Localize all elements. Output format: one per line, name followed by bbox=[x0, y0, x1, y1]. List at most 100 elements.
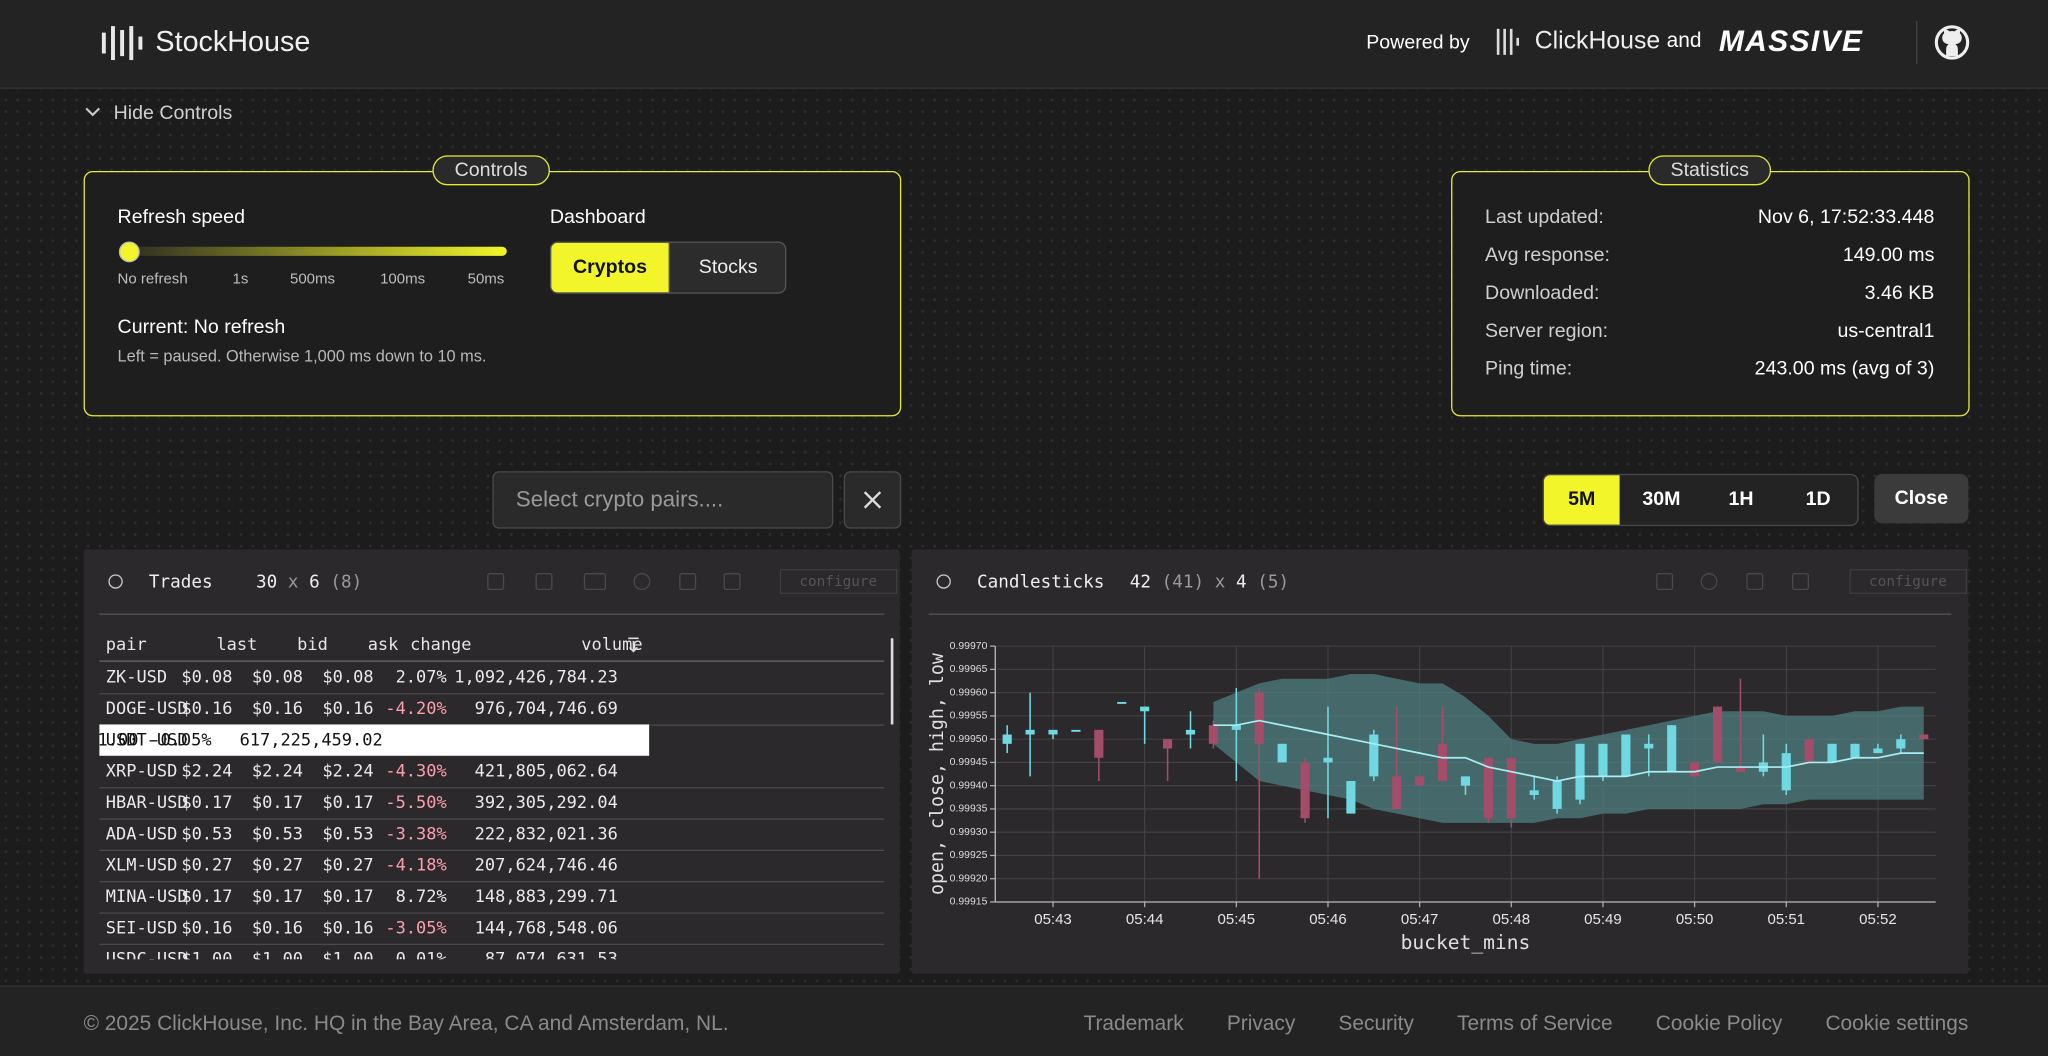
count: 42 bbox=[1129, 571, 1152, 593]
brand[interactable]: StockHouse bbox=[155, 24, 311, 58]
dashboard-option[interactable]: Cryptos bbox=[551, 242, 669, 293]
controls-title: Controls bbox=[432, 155, 550, 186]
candle-body bbox=[1483, 757, 1493, 819]
speed-mark: 1s bbox=[232, 271, 249, 288]
y-tick-label: 0.99930 bbox=[950, 827, 988, 838]
trade-cell: 207,624,746.46 bbox=[474, 856, 618, 876]
close-button[interactable]: Close bbox=[1874, 473, 1969, 524]
trade-cell: USDT-USD bbox=[105, 730, 188, 751]
footer-link[interactable]: Cookie settings bbox=[1825, 1012, 1969, 1036]
footer-link[interactable]: Cookie Policy bbox=[1655, 1012, 1783, 1036]
stat-label: Last updated: bbox=[1485, 206, 1604, 229]
trades-panel bbox=[83, 549, 900, 974]
trade-cell: $0.53 bbox=[251, 824, 304, 845]
candle-body bbox=[1094, 729, 1104, 758]
column-header: volume bbox=[581, 635, 643, 656]
toolbar-icon[interactable] bbox=[1700, 573, 1718, 591]
pair-select[interactable]: Select crypto pairs.... bbox=[492, 471, 834, 529]
toolbar-icon[interactable] bbox=[535, 573, 553, 591]
hide-controls[interactable]: Hide Controls bbox=[113, 101, 233, 125]
sort-icon[interactable] bbox=[627, 637, 640, 653]
x-tick-label: 05:48 bbox=[1493, 911, 1531, 928]
y-tick-label: 0.99965 bbox=[950, 664, 988, 675]
candle-body bbox=[1781, 753, 1791, 791]
candle-body bbox=[1277, 743, 1287, 763]
toolbar-icon[interactable] bbox=[583, 573, 607, 591]
trade-row: XLM-USD $0.27 $0.27 $0.27 -4.18% 207,624,746.… bbox=[99, 850, 884, 881]
candle-body bbox=[1048, 729, 1058, 735]
clear-button[interactable] bbox=[843, 471, 902, 529]
trade-cell: $0.08 bbox=[251, 668, 304, 688]
hint: Left = paused. Otherwise 1,000 ms down t… bbox=[117, 347, 487, 366]
candle-body bbox=[1712, 706, 1723, 763]
interval-button[interactable]: 5M bbox=[1543, 475, 1620, 525]
interval-button[interactable]: 1D bbox=[1805, 488, 1831, 511]
footer-link[interactable]: Trademark bbox=[1083, 1012, 1184, 1036]
candle-body bbox=[1667, 725, 1677, 772]
footer-links: Trademark Privacy Security Terms of Service… bbox=[1083, 1013, 1968, 1036]
trade-cell: -4.18% bbox=[385, 856, 447, 876]
y-tick-label: 0.99955 bbox=[950, 711, 988, 722]
trade-cell: MINA-USD bbox=[105, 887, 188, 908]
x-tick-label: 05:51 bbox=[1767, 911, 1805, 928]
x-tick-label: 05:50 bbox=[1676, 911, 1714, 928]
candle-body bbox=[1529, 790, 1539, 795]
clickhouse-logo[interactable]: ClickHouse bbox=[1534, 27, 1661, 55]
x-axis-label: bucket_mins bbox=[1401, 931, 1531, 954]
stat-value: 243.00 ms (avg of 3) bbox=[1754, 357, 1935, 380]
toolbar-icon[interactable] bbox=[679, 573, 697, 591]
footer bbox=[0, 985, 2048, 1056]
footer-link[interactable]: Security bbox=[1338, 1012, 1414, 1036]
candle-body bbox=[1369, 734, 1379, 777]
row-rule bbox=[99, 787, 885, 789]
dashboard-option[interactable]: Stocks bbox=[668, 242, 785, 293]
slider-track[interactable] bbox=[127, 246, 507, 256]
trade-cell: SEI-USD bbox=[105, 918, 178, 939]
toolbar-icon[interactable] bbox=[723, 573, 741, 591]
trade-row: ADA-USD $0.53 $0.53 $0.53 -3.38% 222,832,021.… bbox=[99, 818, 884, 849]
footer-link[interactable]: Privacy bbox=[1226, 1012, 1296, 1036]
dashboard-label: Dashboard bbox=[549, 206, 646, 229]
candle-body bbox=[1117, 701, 1127, 704]
logo-icon bbox=[101, 26, 143, 61]
times: x bbox=[1214, 571, 1226, 593]
toolbar-icon[interactable] bbox=[633, 573, 651, 591]
trade-cell: USDC-USD bbox=[106, 950, 188, 959]
candle-body bbox=[1621, 734, 1631, 777]
statistics-box bbox=[1451, 170, 1970, 417]
trade-cell: $0.08 bbox=[181, 668, 233, 688]
github-icon[interactable] bbox=[1934, 25, 1970, 60]
row-rule bbox=[99, 849, 885, 852]
configure-button[interactable]: configure bbox=[779, 569, 897, 594]
massive-logo[interactable]: MASSIVE bbox=[1718, 23, 1864, 58]
slider-knob[interactable] bbox=[118, 241, 140, 263]
count-total: (8) bbox=[330, 571, 363, 593]
y-tick-label: 0.99915 bbox=[950, 897, 988, 908]
toolbar-icon[interactable] bbox=[1791, 573, 1809, 591]
trades-table: pair last bid ask change volume ZK-USD $0.08 $0.… bbox=[99, 632, 909, 959]
row-rule bbox=[99, 818, 885, 820]
candle-body bbox=[1185, 729, 1196, 735]
powered-by: Powered by bbox=[1366, 31, 1470, 54]
candlesticks-title: Candlesticks bbox=[976, 571, 1105, 593]
stat-value: 3.46 KB bbox=[1864, 281, 1935, 305]
divider bbox=[1916, 20, 1918, 64]
row-rule bbox=[99, 943, 885, 946]
configure-button[interactable]: configure bbox=[1849, 569, 1967, 594]
toolbar-icon[interactable] bbox=[1746, 573, 1764, 591]
interval-button[interactable]: 1H bbox=[1728, 488, 1754, 511]
candle-body bbox=[1690, 762, 1700, 777]
toolbar-icon[interactable] bbox=[487, 573, 505, 591]
trade-cell: 87,074,631.53 bbox=[485, 950, 618, 959]
toolbar-icon[interactable] bbox=[1656, 573, 1674, 591]
trade-cell: 222,832,021.36 bbox=[474, 824, 618, 845]
candle-body bbox=[1300, 762, 1310, 819]
trade-cell: $0.16 bbox=[251, 918, 304, 939]
candle-body bbox=[1552, 781, 1562, 809]
interval-group: 5M 30M 1H 1D bbox=[1542, 473, 1859, 527]
candle-body bbox=[1575, 743, 1585, 800]
interval-button[interactable]: 30M bbox=[1642, 488, 1681, 511]
footer-link[interactable]: Terms of Service bbox=[1457, 1012, 1613, 1036]
trade-cell: XLM-USD bbox=[105, 856, 178, 876]
